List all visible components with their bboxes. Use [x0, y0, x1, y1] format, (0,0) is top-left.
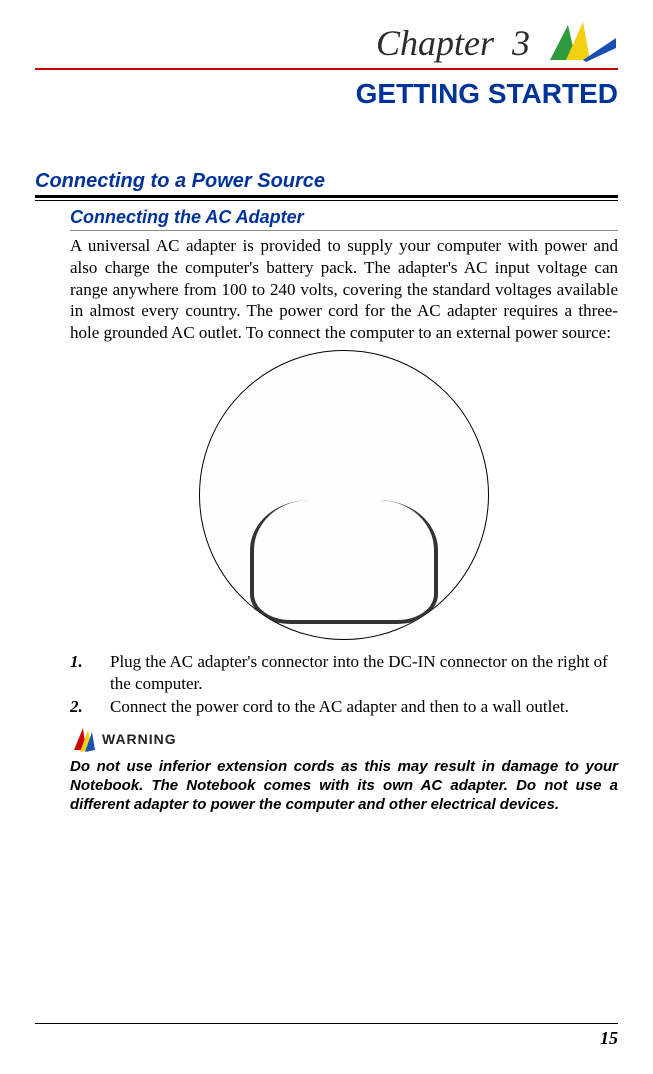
subsection: Connecting the AC Adapter A universal AC… [70, 207, 618, 814]
chapter-number: 3 [512, 23, 530, 63]
section-rule [35, 195, 618, 201]
list-item: 1. Plug the AC adapter's connector into … [70, 651, 618, 695]
figure-container [70, 350, 618, 645]
chapter-label: Chapter 3 [376, 22, 530, 64]
step-text: Connect the power cord to the AC adapter… [110, 696, 618, 718]
step-number: 2. [70, 696, 110, 718]
warning-block: WARNING Do not use inferior extension co… [70, 724, 618, 814]
section-heading: Connecting to a Power Source [35, 170, 618, 193]
step-list: 1. Plug the AC adapter's connector into … [70, 651, 618, 718]
warning-label-text: WARNING [102, 731, 177, 747]
chapter-logo-icon [548, 20, 618, 65]
chapter-header: Chapter 3 [35, 20, 618, 65]
list-item: 2. Connect the power cord to the AC adap… [70, 696, 618, 718]
page-number: 15 [35, 1028, 618, 1049]
page-title: GETTING STARTED [35, 78, 618, 110]
step-number: 1. [70, 651, 110, 695]
warning-text: Do not use inferior extension cords as t… [70, 758, 618, 814]
page-footer: 15 [35, 1023, 618, 1049]
footer-rule [35, 1023, 618, 1024]
warning-icon [70, 724, 96, 754]
header-rule [35, 68, 618, 70]
body-paragraph: A universal AC adapter is provided to su… [70, 235, 618, 344]
chapter-word: Chapter [376, 23, 494, 63]
step-text: Plug the AC adapter's connector into the… [110, 651, 618, 695]
subsection-heading: Connecting the AC Adapter [70, 207, 618, 231]
warning-header: WARNING [70, 724, 618, 754]
ac-adapter-figure [199, 350, 489, 640]
